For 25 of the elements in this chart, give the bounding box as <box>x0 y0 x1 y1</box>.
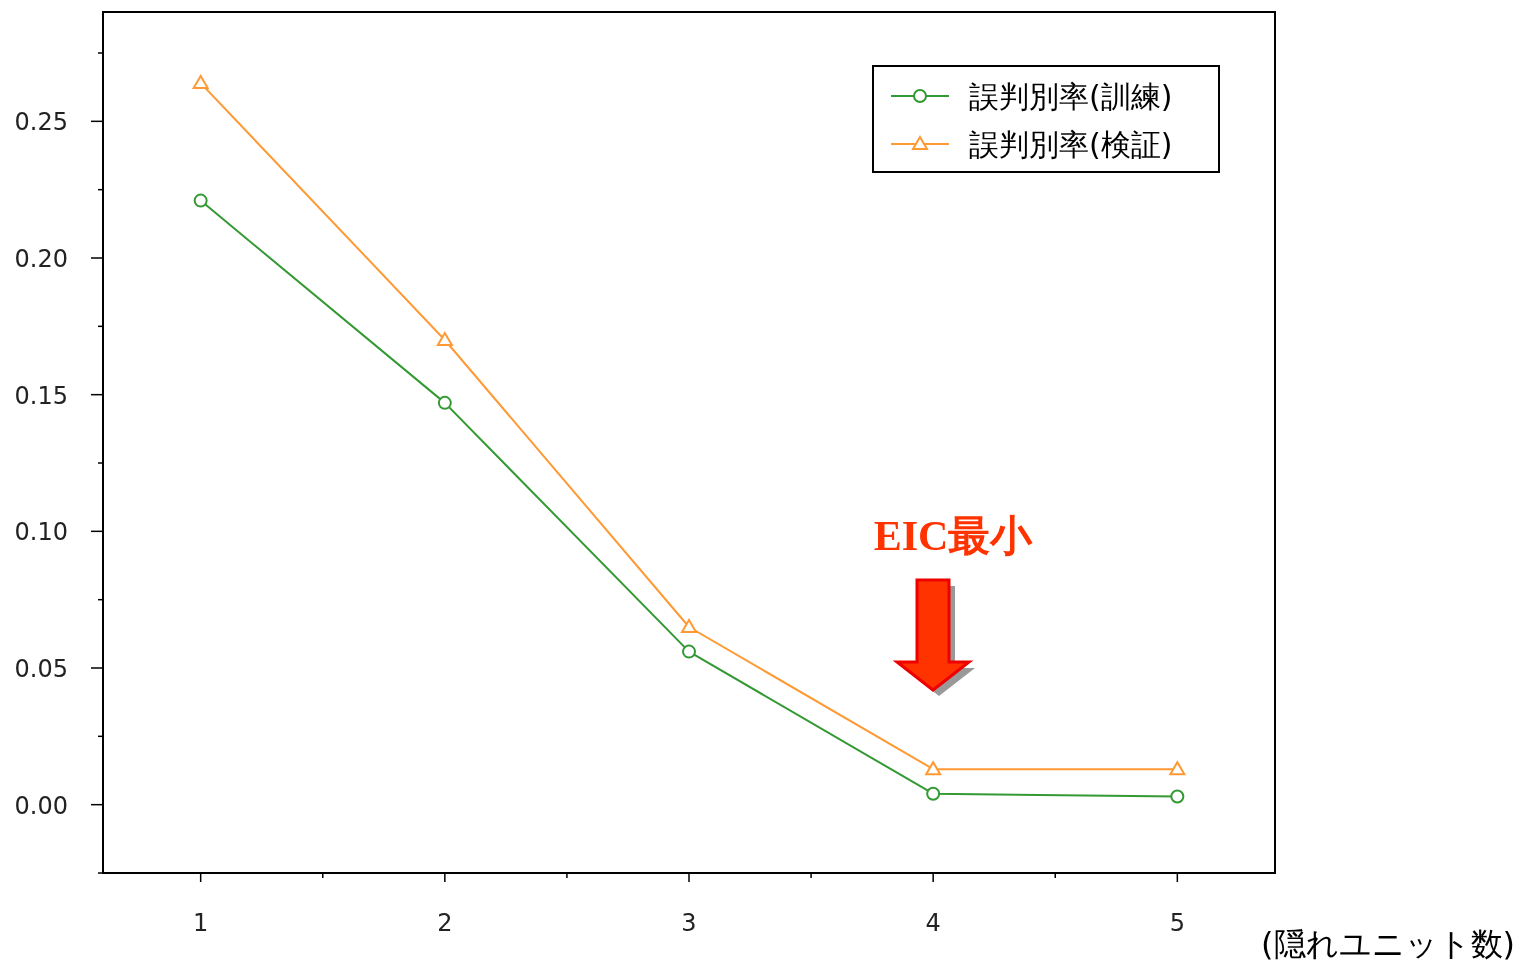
annotation: EIC最小 <box>873 513 1034 559</box>
y-tick-label: 0.15 <box>14 381 68 410</box>
legend-label: 誤判別率(訓練) <box>969 79 1173 114</box>
point <box>925 761 942 776</box>
point <box>436 332 453 346</box>
legend-label: 誤判別率(検証) <box>969 127 1173 162</box>
y-tick-label: 0.25 <box>14 108 68 137</box>
y-tick-label: 0.20 <box>14 245 68 273</box>
x-tick-label: 1 <box>193 909 209 937</box>
x-tick-label: 4 <box>925 909 941 937</box>
y-tick-label: 0.05 <box>14 655 68 683</box>
y-tick-label: 0.10 <box>14 518 68 547</box>
point <box>682 644 696 659</box>
point <box>1170 789 1185 804</box>
x-tick-label: 5 <box>1169 909 1185 937</box>
x-tick-label: 2 <box>437 909 453 937</box>
point <box>1169 761 1186 776</box>
point <box>192 75 209 90</box>
point <box>193 193 208 208</box>
y-tick-label: 0.00 <box>14 791 68 820</box>
point <box>926 786 941 801</box>
x-tick-label: 3 <box>681 909 697 937</box>
point <box>437 395 452 410</box>
point <box>681 619 697 633</box>
x-axis-title: (隠れユニット数) <box>1261 925 1515 962</box>
